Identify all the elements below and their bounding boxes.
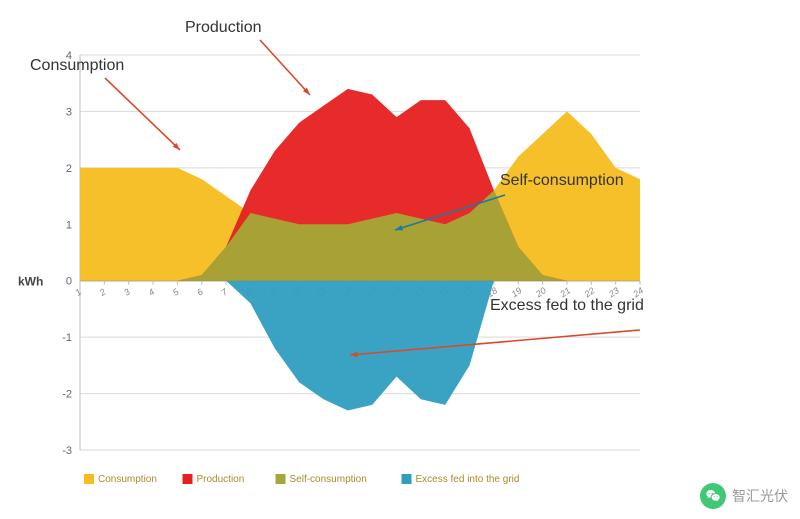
watermark: 智汇光伏 <box>700 483 788 509</box>
chart-svg: -3-2-10123412345678910111213141516171819… <box>0 0 800 519</box>
legend-swatch-production <box>183 474 193 484</box>
ytick-label: -3 <box>62 445 72 457</box>
callout-production: Production <box>185 19 262 36</box>
callout-consumption: Consumption <box>30 57 124 74</box>
legend-label-consumption: Consumption <box>98 474 157 485</box>
ytick-label: -2 <box>62 389 72 401</box>
chart-container: -3-2-10123412345678910111213141516171819… <box>0 0 800 519</box>
ytick-label: 1 <box>66 219 72 231</box>
legend-label-self_consumption: Self-consumption <box>290 474 367 485</box>
wechat-icon <box>700 483 726 509</box>
y-axis-label: kWh <box>18 275 43 289</box>
legend-swatch-excess <box>402 474 412 484</box>
ytick-label: -1 <box>62 332 72 344</box>
callout-excess: Excess fed to the grid <box>490 297 644 314</box>
legend-swatch-self_consumption <box>276 474 286 484</box>
callout-self_consumption: Self-consumption <box>500 172 624 189</box>
legend-label-production: Production <box>197 474 245 485</box>
legend-swatch-consumption <box>84 474 94 484</box>
legend-label-excess: Excess fed into the grid <box>416 474 520 485</box>
ytick-label: 0 <box>66 276 72 288</box>
ytick-label: 2 <box>66 163 72 175</box>
ytick-label: 3 <box>66 106 72 118</box>
watermark-text: 智汇光伏 <box>732 486 788 506</box>
